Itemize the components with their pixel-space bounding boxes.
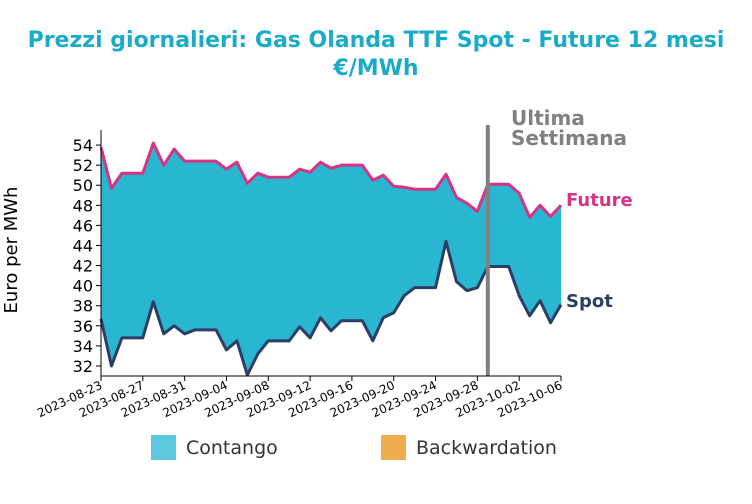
legend-swatch-backwardation	[381, 435, 406, 460]
y-tick-label-44: 44	[73, 236, 93, 255]
y-tick-label-54: 54	[73, 136, 93, 155]
y-tick-label-34: 34	[73, 337, 93, 356]
y-tick-label-52: 52	[73, 156, 93, 175]
chart-title-group: Prezzi giornalieri: Gas Olanda TTF Spot …	[28, 28, 725, 81]
annotation-line-1: Ultima	[511, 106, 585, 130]
series-labels: Future Spot	[566, 190, 633, 312]
chart-title: Prezzi giornalieri: Gas Olanda TTF Spot …	[28, 28, 725, 53]
spot-line	[99, 239, 563, 377]
y-tick-label-48: 48	[73, 196, 93, 215]
legend-swatch-contango	[151, 435, 176, 460]
y-tick-label-42: 42	[73, 257, 93, 276]
y-tick-label-46: 46	[73, 216, 93, 235]
series-label-spot: Spot	[566, 291, 613, 312]
plot-area	[99, 125, 563, 377]
y-tick-label-50: 50	[73, 176, 93, 195]
y-tick-label-32: 32	[73, 357, 93, 376]
y-tick-label-36: 36	[73, 317, 93, 336]
series-label-future: Future	[566, 190, 633, 211]
annotation-line-2: Settimana	[511, 126, 627, 150]
legend-label-contango: Contango	[186, 437, 278, 459]
y-axis-label: Euro per MWh	[1, 187, 22, 314]
legend: Contango Backwardation	[151, 435, 557, 460]
x-axis: 2023-08-232023-08-272023-08-312023-09-04…	[35, 375, 564, 420]
y-tick-label-40: 40	[73, 277, 93, 296]
future-line	[99, 141, 563, 219]
y-tick-label-38: 38	[73, 297, 93, 316]
legend-label-backwardation: Backwardation	[416, 437, 557, 459]
contango-area	[101, 143, 561, 375]
chart-subtitle: €/MWh	[332, 56, 418, 81]
last-week-annotation: Ultima Settimana	[511, 106, 627, 150]
